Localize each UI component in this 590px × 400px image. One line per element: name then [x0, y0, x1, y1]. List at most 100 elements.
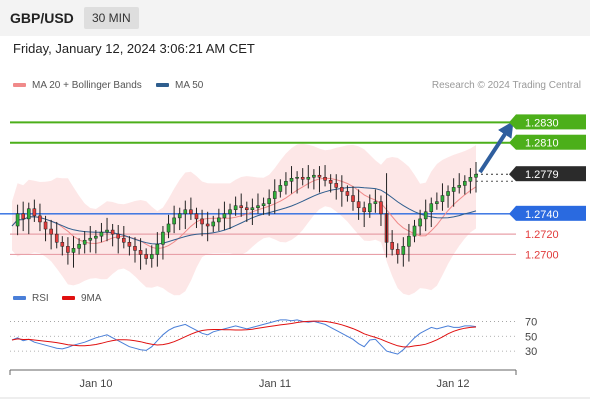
candle-body [172, 217, 176, 225]
price-levels [0, 121, 516, 256]
candle-body [99, 231, 104, 237]
candle-body [306, 176, 311, 180]
ma20-line [11, 177, 477, 250]
candle-body [451, 187, 456, 192]
candle-body [401, 246, 406, 255]
candle-body [222, 213, 227, 219]
candle-body [373, 201, 378, 204]
candle [328, 174, 333, 193]
candle-body [161, 231, 165, 245]
candle-body [200, 218, 204, 225]
level-tag-notch-1.2740 [509, 205, 516, 221]
candle-body [272, 191, 277, 199]
candle [228, 203, 232, 230]
candle [177, 207, 182, 231]
candle-body [412, 225, 417, 237]
candle-body [457, 185, 462, 188]
current-price-tag-notch [509, 166, 516, 182]
candle [312, 169, 316, 190]
candle-body [205, 223, 210, 227]
candle [418, 209, 422, 236]
candle-body [284, 181, 288, 186]
candle-body [166, 223, 171, 233]
candle-body [82, 239, 87, 245]
candle-body [390, 242, 394, 250]
chart-credit: Research © 2024 Trading Central [431, 80, 581, 91]
time-axis: Jan 10 Jan 11 Jan 12 [0, 369, 590, 399]
candle [412, 219, 417, 243]
candle [395, 243, 400, 264]
candle [351, 186, 355, 211]
level-label-1.2700: 1.2700 [525, 249, 559, 261]
candle [43, 215, 48, 242]
ma50-label: MA 50 [175, 80, 204, 91]
candle-body [418, 218, 422, 227]
candle [144, 248, 148, 265]
candle-body [217, 217, 221, 223]
level-label-1.2740: 1.2740 [525, 209, 559, 221]
candle [362, 201, 366, 228]
candle [189, 197, 193, 220]
candle [200, 209, 204, 237]
candle-body [105, 229, 109, 233]
candle-body [356, 201, 361, 208]
candle [49, 219, 53, 250]
bollinger-fill [12, 143, 476, 296]
candle-body [127, 242, 132, 247]
candle [205, 211, 210, 242]
level-label-1.2720: 1.2720 [525, 229, 559, 241]
level-tag-notch-1.2830 [509, 114, 516, 130]
candle [340, 175, 344, 207]
candle [451, 178, 456, 207]
instrument-symbol: GBP/USD [10, 10, 74, 26]
candle [429, 197, 434, 228]
level-tags: 1.2830 1.2810 1.2740 1.2720 1.2700 1.2779 [509, 114, 586, 261]
candle [401, 237, 406, 267]
candle [127, 236, 132, 256]
candle [222, 201, 227, 231]
candle [284, 172, 288, 195]
rsi-panel: 70 50 30 [10, 316, 537, 358]
rsi-line [11, 319, 477, 355]
candle [379, 195, 383, 227]
legend-rsi-ma: 9MA [62, 293, 102, 304]
candle [256, 193, 260, 214]
candle-body [110, 229, 115, 235]
ma20-swatch [13, 83, 26, 88]
x-tick-jan-11: Jan 11 [259, 378, 291, 390]
candle-body [435, 201, 439, 204]
candle-body [233, 205, 238, 211]
candle [122, 226, 126, 249]
candle-body [21, 213, 25, 220]
rsi-ma-label: 9MA [81, 293, 102, 304]
rsi-tick-50: 50 [525, 331, 537, 343]
ma50-line [11, 186, 477, 245]
candlesticks [15, 162, 478, 270]
candle [82, 231, 87, 254]
candle-body [256, 205, 260, 208]
candle-body [362, 207, 366, 213]
candle-body [395, 249, 400, 255]
candle-body [54, 233, 59, 243]
timeframe-button[interactable]: 30 MIN [84, 7, 139, 29]
forecast-arrow-line [478, 121, 514, 174]
candle-body [446, 191, 450, 196]
candle-body [155, 244, 160, 255]
chart-header: GBP/USD 30 MIN [0, 0, 590, 36]
level-tag-bg-1.2740 [516, 205, 586, 221]
candle [250, 198, 255, 225]
candle-body [340, 187, 344, 192]
candle-body [351, 195, 355, 202]
candle [468, 168, 473, 194]
candle-body [261, 203, 266, 206]
candle [15, 204, 20, 236]
candle-body [440, 195, 445, 202]
legend-rsi: RSI [13, 293, 49, 304]
candle-body [149, 254, 154, 259]
candle-body [77, 244, 81, 249]
candle-body [423, 211, 428, 220]
candle [245, 201, 249, 222]
candle [116, 224, 121, 254]
candle-body [177, 213, 182, 219]
